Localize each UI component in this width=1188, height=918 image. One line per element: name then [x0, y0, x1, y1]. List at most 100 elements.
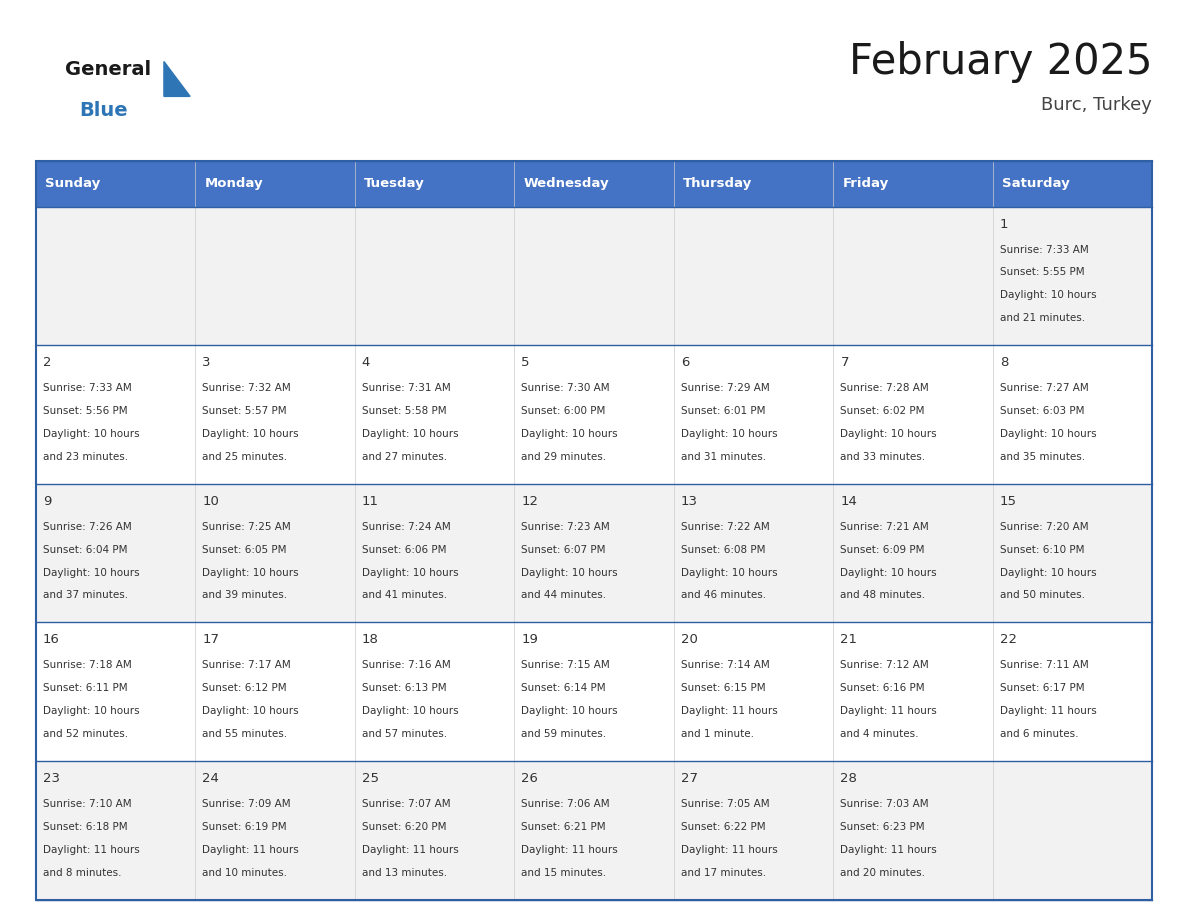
- Text: and 8 minutes.: and 8 minutes.: [43, 868, 121, 878]
- Text: Burc, Turkey: Burc, Turkey: [1042, 96, 1152, 115]
- Text: 4: 4: [362, 356, 371, 369]
- Text: Daylight: 11 hours: Daylight: 11 hours: [43, 845, 139, 855]
- Text: Sunset: 6:21 PM: Sunset: 6:21 PM: [522, 822, 606, 832]
- Text: February 2025: February 2025: [849, 41, 1152, 84]
- Text: Daylight: 10 hours: Daylight: 10 hours: [840, 567, 937, 577]
- Text: 20: 20: [681, 633, 697, 646]
- Text: and 15 minutes.: and 15 minutes.: [522, 868, 607, 878]
- Text: Sunday: Sunday: [45, 177, 101, 190]
- Text: Daylight: 10 hours: Daylight: 10 hours: [1000, 290, 1097, 300]
- Text: 18: 18: [362, 633, 379, 646]
- Text: Daylight: 10 hours: Daylight: 10 hours: [522, 567, 618, 577]
- Bar: [36, 161, 1152, 900]
- Text: and 55 minutes.: and 55 minutes.: [202, 729, 287, 739]
- Text: Sunrise: 7:18 AM: Sunrise: 7:18 AM: [43, 660, 132, 670]
- Text: Tuesday: Tuesday: [365, 177, 425, 190]
- Text: and 41 minutes.: and 41 minutes.: [362, 590, 447, 600]
- Text: and 37 minutes.: and 37 minutes.: [43, 590, 128, 600]
- Text: and 31 minutes.: and 31 minutes.: [681, 452, 766, 462]
- Text: Sunset: 6:20 PM: Sunset: 6:20 PM: [362, 822, 447, 832]
- Bar: [36, 761, 1152, 900]
- Text: Sunset: 6:08 PM: Sunset: 6:08 PM: [681, 544, 765, 554]
- Text: and 29 minutes.: and 29 minutes.: [522, 452, 607, 462]
- Text: Sunset: 6:00 PM: Sunset: 6:00 PM: [522, 406, 606, 416]
- Text: 22: 22: [1000, 633, 1017, 646]
- Text: and 27 minutes.: and 27 minutes.: [362, 452, 447, 462]
- Text: and 20 minutes.: and 20 minutes.: [840, 868, 925, 878]
- Text: Sunrise: 7:24 AM: Sunrise: 7:24 AM: [362, 521, 450, 532]
- Text: Sunset: 6:19 PM: Sunset: 6:19 PM: [202, 822, 287, 832]
- Text: Sunrise: 7:16 AM: Sunrise: 7:16 AM: [362, 660, 450, 670]
- Text: Sunset: 6:15 PM: Sunset: 6:15 PM: [681, 683, 765, 693]
- Text: and 50 minutes.: and 50 minutes.: [1000, 590, 1085, 600]
- Text: Sunrise: 7:27 AM: Sunrise: 7:27 AM: [1000, 383, 1088, 393]
- Text: Thursday: Thursday: [683, 177, 752, 190]
- Text: Sunrise: 7:29 AM: Sunrise: 7:29 AM: [681, 383, 770, 393]
- Text: Saturday: Saturday: [1003, 177, 1070, 190]
- Bar: [36, 622, 1152, 761]
- Text: and 10 minutes.: and 10 minutes.: [202, 868, 287, 878]
- Text: 8: 8: [1000, 356, 1009, 369]
- Text: Sunset: 6:01 PM: Sunset: 6:01 PM: [681, 406, 765, 416]
- Text: Daylight: 11 hours: Daylight: 11 hours: [1000, 706, 1097, 716]
- Text: Daylight: 10 hours: Daylight: 10 hours: [43, 429, 139, 439]
- Text: and 23 minutes.: and 23 minutes.: [43, 452, 128, 462]
- Text: Sunrise: 7:03 AM: Sunrise: 7:03 AM: [840, 799, 929, 809]
- Text: Sunrise: 7:11 AM: Sunrise: 7:11 AM: [1000, 660, 1088, 670]
- Text: and 4 minutes.: and 4 minutes.: [840, 729, 920, 739]
- Text: 14: 14: [840, 495, 858, 508]
- Text: Sunrise: 7:14 AM: Sunrise: 7:14 AM: [681, 660, 770, 670]
- Text: Sunrise: 7:17 AM: Sunrise: 7:17 AM: [202, 660, 291, 670]
- Text: Sunset: 6:22 PM: Sunset: 6:22 PM: [681, 822, 765, 832]
- Text: Sunset: 6:06 PM: Sunset: 6:06 PM: [362, 544, 447, 554]
- Text: Sunset: 6:23 PM: Sunset: 6:23 PM: [840, 822, 925, 832]
- Text: Sunrise: 7:33 AM: Sunrise: 7:33 AM: [43, 383, 132, 393]
- Text: 23: 23: [43, 772, 59, 785]
- Text: 21: 21: [840, 633, 858, 646]
- Text: Wednesday: Wednesday: [524, 177, 609, 190]
- Text: Daylight: 11 hours: Daylight: 11 hours: [840, 845, 937, 855]
- Text: Sunset: 6:18 PM: Sunset: 6:18 PM: [43, 822, 127, 832]
- Text: Friday: Friday: [842, 177, 889, 190]
- Text: Sunset: 5:56 PM: Sunset: 5:56 PM: [43, 406, 127, 416]
- Text: and 39 minutes.: and 39 minutes.: [202, 590, 287, 600]
- Text: Sunrise: 7:28 AM: Sunrise: 7:28 AM: [840, 383, 929, 393]
- Text: Sunset: 6:09 PM: Sunset: 6:09 PM: [840, 544, 925, 554]
- Text: Sunset: 6:05 PM: Sunset: 6:05 PM: [202, 544, 286, 554]
- Text: 10: 10: [202, 495, 219, 508]
- Text: Daylight: 10 hours: Daylight: 10 hours: [362, 567, 459, 577]
- Text: and 48 minutes.: and 48 minutes.: [840, 590, 925, 600]
- Text: Sunrise: 7:06 AM: Sunrise: 7:06 AM: [522, 799, 609, 809]
- Text: Sunrise: 7:20 AM: Sunrise: 7:20 AM: [1000, 521, 1088, 532]
- Text: Daylight: 10 hours: Daylight: 10 hours: [1000, 429, 1097, 439]
- Text: Daylight: 10 hours: Daylight: 10 hours: [681, 429, 777, 439]
- Text: Sunrise: 7:30 AM: Sunrise: 7:30 AM: [522, 383, 609, 393]
- Text: Daylight: 10 hours: Daylight: 10 hours: [681, 567, 777, 577]
- Text: 9: 9: [43, 495, 51, 508]
- Text: Monday: Monday: [204, 177, 264, 190]
- Text: Daylight: 10 hours: Daylight: 10 hours: [362, 706, 459, 716]
- Text: Blue: Blue: [80, 101, 128, 120]
- Text: Daylight: 10 hours: Daylight: 10 hours: [202, 567, 299, 577]
- FancyBboxPatch shape: [195, 161, 355, 207]
- Text: Sunset: 6:03 PM: Sunset: 6:03 PM: [1000, 406, 1085, 416]
- Text: Sunrise: 7:23 AM: Sunrise: 7:23 AM: [522, 521, 611, 532]
- Text: Sunrise: 7:07 AM: Sunrise: 7:07 AM: [362, 799, 450, 809]
- Text: Sunset: 6:02 PM: Sunset: 6:02 PM: [840, 406, 925, 416]
- Text: Daylight: 11 hours: Daylight: 11 hours: [522, 845, 618, 855]
- Text: Sunset: 6:14 PM: Sunset: 6:14 PM: [522, 683, 606, 693]
- Text: Sunrise: 7:21 AM: Sunrise: 7:21 AM: [840, 521, 929, 532]
- Text: Daylight: 11 hours: Daylight: 11 hours: [681, 845, 778, 855]
- Text: Sunset: 6:11 PM: Sunset: 6:11 PM: [43, 683, 127, 693]
- Text: Daylight: 11 hours: Daylight: 11 hours: [202, 845, 299, 855]
- Text: Daylight: 10 hours: Daylight: 10 hours: [202, 706, 299, 716]
- Text: Sunrise: 7:15 AM: Sunrise: 7:15 AM: [522, 660, 611, 670]
- Text: Daylight: 11 hours: Daylight: 11 hours: [362, 845, 459, 855]
- Text: 6: 6: [681, 356, 689, 369]
- Text: Sunrise: 7:09 AM: Sunrise: 7:09 AM: [202, 799, 291, 809]
- Text: Sunset: 5:55 PM: Sunset: 5:55 PM: [1000, 267, 1085, 277]
- Text: Sunrise: 7:25 AM: Sunrise: 7:25 AM: [202, 521, 291, 532]
- FancyBboxPatch shape: [993, 161, 1152, 207]
- Text: Sunrise: 7:31 AM: Sunrise: 7:31 AM: [362, 383, 450, 393]
- Text: 12: 12: [522, 495, 538, 508]
